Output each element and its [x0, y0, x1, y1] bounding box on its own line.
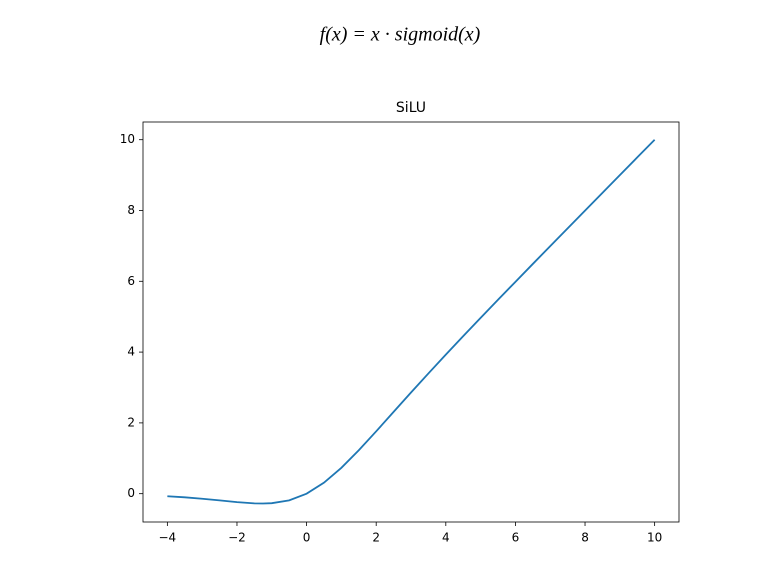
- y-tick-label: 2: [127, 415, 135, 429]
- x-tick-label: −4: [159, 531, 177, 545]
- x-tick-label: 4: [442, 531, 450, 545]
- x-tick-label: 6: [512, 531, 520, 545]
- chart-title: SiLU: [396, 100, 426, 116]
- x-tick-label: 2: [372, 531, 380, 545]
- plot-frame: [142, 121, 680, 523]
- y-tick-label: 10: [120, 132, 135, 146]
- y-tick-label: 6: [127, 274, 135, 288]
- formula: f(x) = x · sigmoid(x): [320, 24, 481, 46]
- x-tick-label: 8: [581, 531, 589, 545]
- line: [167, 139, 656, 505]
- x-tick-label: 10: [647, 531, 662, 545]
- y-tick-label: 0: [127, 486, 135, 500]
- x-tick-label: 0: [303, 531, 311, 545]
- x-tick-label: −2: [228, 531, 246, 545]
- y-tick-label: 8: [127, 203, 135, 217]
- y-tick-label: 4: [127, 345, 135, 359]
